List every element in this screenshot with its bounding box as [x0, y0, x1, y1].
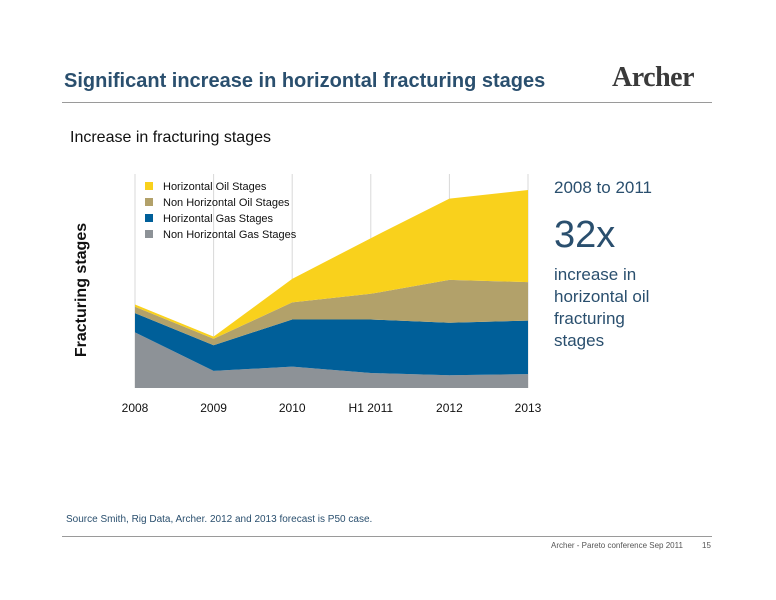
archer-logo: Archer — [612, 62, 695, 93]
area-series-horizontal-oil-stages — [135, 190, 528, 339]
callout-years: 2008 to 2011 — [554, 178, 652, 197]
chart-title: Increase in fracturing stages — [70, 129, 271, 146]
legend-swatch — [145, 198, 153, 206]
legend-label: Horizontal Gas Stages — [163, 213, 274, 225]
legend-label: Horizontal Oil Stages — [163, 181, 267, 193]
callout-multiplier: 32x — [554, 214, 616, 256]
header-divider — [62, 102, 712, 103]
footer-divider — [62, 536, 712, 537]
slide-title: Significant increase in horizontal fract… — [64, 70, 546, 92]
x-tick-label: 2008 — [122, 401, 149, 415]
x-tick-label: 2010 — [279, 401, 306, 415]
x-tick-label: 2012 — [436, 401, 463, 415]
callout-description: increase in horizontal oil fracturing st… — [554, 265, 650, 350]
legend-label: Non Horizontal Gas Stages — [163, 229, 297, 241]
legend-swatch — [145, 230, 153, 238]
area-series-non-horizontal-oil-stages — [135, 279, 528, 346]
area-series-non-horizontal-gas-stages — [135, 332, 528, 388]
source-note: Source Smith, Rig Data, Archer. 2012 and… — [66, 514, 373, 525]
x-tick-label: H1 2011 — [349, 401, 394, 415]
legend-swatch — [145, 182, 153, 190]
x-tick-label: 2009 — [200, 401, 227, 415]
x-axis-ticks: 2008 2009 2010 H1 2011 2012 2013 — [122, 401, 542, 415]
footer-text: Archer - Pareto conference Sep 2011 — [551, 541, 683, 550]
legend-label: Non Horizontal Oil Stages — [163, 197, 290, 209]
area-series-horizontal-gas-stages — [135, 313, 528, 376]
page-number: 15 — [702, 541, 711, 550]
legend-swatch — [145, 214, 153, 222]
x-tick-label: 2013 — [515, 401, 542, 415]
chart-legend: Horizontal Oil Stages Non Horizontal Oil … — [145, 181, 297, 241]
chart-areas — [135, 190, 528, 388]
